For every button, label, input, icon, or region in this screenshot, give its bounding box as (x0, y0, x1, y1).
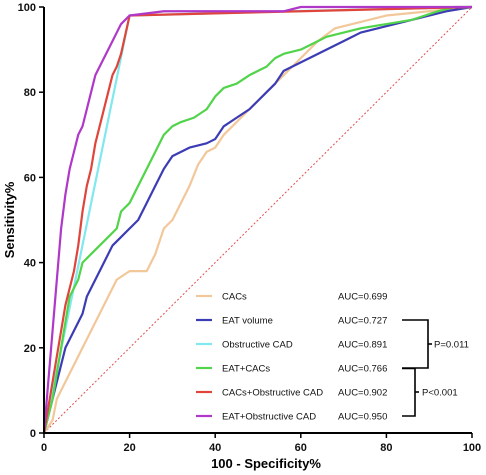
comparison-bracket-0 (402, 319, 429, 369)
y-tick-label: 20 (24, 343, 36, 355)
y-tick-label: 40 (24, 258, 36, 270)
comparison-label-0: P=0.011 (434, 340, 469, 351)
x-tick-label: 40 (209, 442, 221, 454)
y-tick-label: 60 (24, 172, 36, 184)
auc-label-2: AUC=0.891 (338, 340, 387, 351)
roc-curve-0 (43, 5, 473, 434)
y-tick-label: 0 (30, 428, 36, 440)
auc-label-1: AUC=0.727 (338, 316, 387, 327)
legend-label-4: CACs+Obstructive CAD (222, 388, 323, 399)
auc-label-4: AUC=0.902 (338, 388, 387, 399)
auc-label-0: AUC=0.699 (338, 292, 387, 303)
legend-label-0: CACs (222, 292, 247, 303)
comparison-bracket-1 (402, 367, 416, 417)
auc-label-3: AUC=0.766 (338, 364, 387, 375)
y-axis-title: Sensitivity% (2, 181, 17, 258)
roc-curve-5 (42, 5, 472, 434)
x-axis-title: 100 - Specificity% (211, 456, 321, 471)
roc-curve-1 (42, 5, 473, 434)
legend-label-1: EAT volume (222, 316, 273, 327)
x-tick-label: 60 (295, 442, 307, 454)
roc-curve-4 (42, 5, 473, 434)
legend-label-2: Obstructive CAD (222, 340, 293, 351)
x-tick-label: 0 (41, 442, 47, 454)
legend-label-3: EAT+CACs (222, 364, 270, 375)
x-tick-label: 100 (463, 442, 481, 454)
x-tick-label: 20 (123, 442, 135, 454)
roc-curve-3 (42, 5, 472, 434)
y-tick-label: 100 (18, 2, 36, 14)
legend-label-5: EAT+Obstructive CAD (222, 412, 316, 423)
y-tick-label: 80 (24, 87, 36, 99)
auc-label-5: AUC=0.950 (338, 412, 387, 423)
reference-diagonal-line (43, 6, 473, 434)
comparison-label-1: P<0.001 (422, 388, 458, 399)
x-tick-label: 80 (380, 442, 392, 454)
